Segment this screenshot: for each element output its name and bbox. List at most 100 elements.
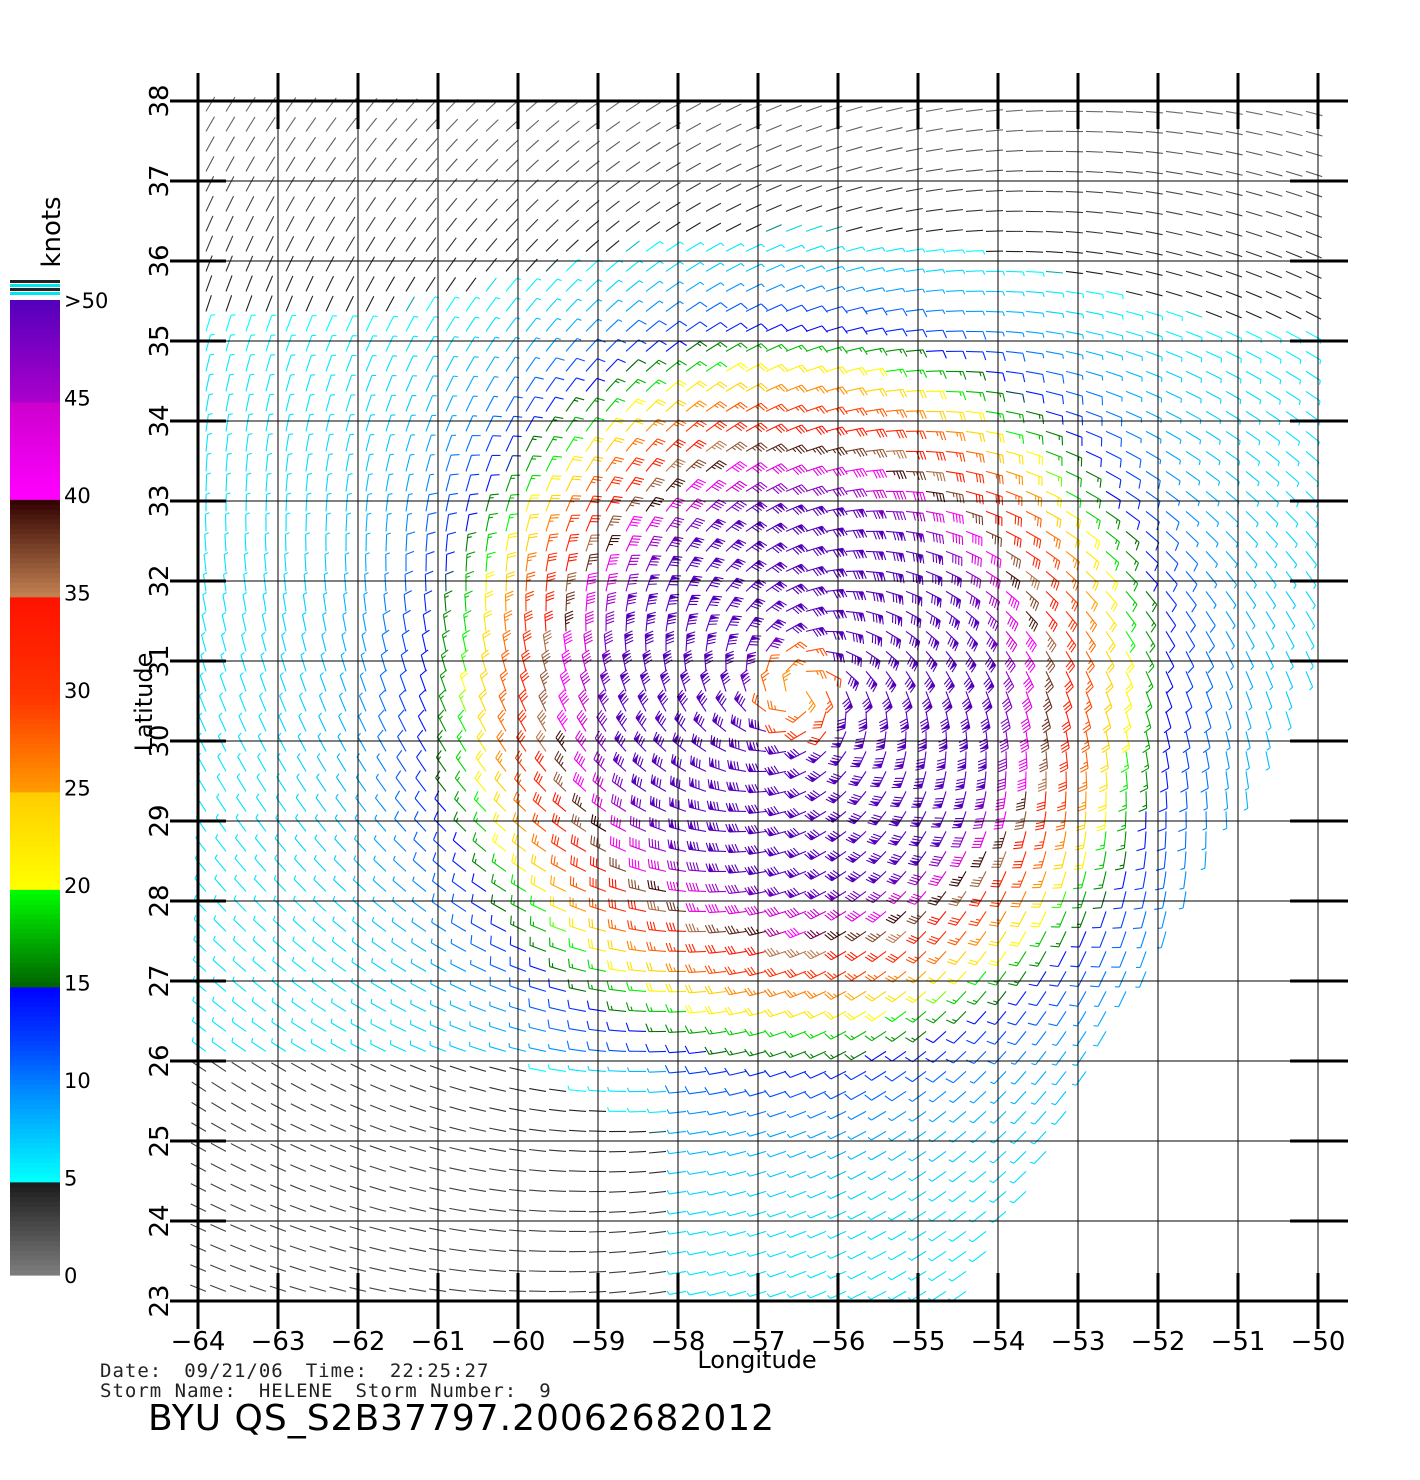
- wind-barb: [1105, 330, 1124, 341]
- wind-barb: [1225, 310, 1242, 319]
- wind-barb: [1017, 771, 1027, 792]
- wind-barb: [1085, 150, 1104, 153]
- wind-barb: [305, 472, 313, 492]
- wind-barb: [1185, 490, 1200, 507]
- wind-barb: [505, 415, 523, 432]
- wind-barb: [685, 478, 707, 492]
- wind-barb: [1245, 450, 1261, 466]
- wind-barb: [223, 552, 229, 572]
- colorbar-slice: [10, 480, 60, 486]
- colorbar-slice: [10, 421, 60, 428]
- wind-barb: [449, 1126, 467, 1132]
- wind-barb: [419, 669, 428, 692]
- wind-barb: [645, 477, 665, 492]
- wind-barb: [470, 914, 487, 932]
- wind-barb: [274, 854, 287, 872]
- wind-barb: [339, 672, 347, 692]
- colorbar-label: 0: [64, 1264, 77, 1288]
- wind-barb: [845, 549, 868, 559]
- wind-barb: [707, 779, 727, 792]
- wind-barb: [545, 278, 562, 292]
- wind-barb: [545, 357, 565, 372]
- wind-barb: [1073, 851, 1087, 870]
- wind-barb: [744, 1028, 767, 1037]
- wind-barb: [1025, 290, 1045, 298]
- wind-barb: [482, 629, 491, 652]
- wind-barb: [265, 216, 275, 232]
- wind-barb: [1025, 450, 1044, 466]
- wind-barb: [1019, 731, 1030, 753]
- wind-barb: [1177, 831, 1187, 852]
- wind-barb: [1125, 490, 1141, 510]
- wind-barb: [605, 417, 625, 432]
- wind-barb: [825, 265, 846, 272]
- wind-barb: [485, 139, 499, 152]
- wind-barb: [605, 319, 623, 332]
- wind-barb: [926, 951, 947, 965]
- wind-barb: [1205, 130, 1223, 135]
- wind-barb: [986, 1031, 1007, 1045]
- wind-barb: [965, 631, 979, 652]
- wind-barb: [804, 1050, 827, 1059]
- wind-barb: [505, 218, 518, 232]
- wind-barb: [645, 1023, 667, 1033]
- wind-barb: [545, 377, 565, 392]
- colorbar-slice: [10, 499, 60, 506]
- wind-barb: [1185, 591, 1197, 613]
- wind-barb: [1122, 711, 1132, 734]
- wind-barb: [606, 980, 627, 992]
- wind-barb: [345, 137, 357, 152]
- colorbar-slice: [10, 300, 60, 306]
- wind-barb: [445, 197, 458, 212]
- wind-barb: [198, 712, 207, 732]
- wind-barb: [705, 557, 725, 572]
- wind-barb: [545, 475, 562, 492]
- wind-barb: [785, 444, 808, 454]
- colorbar-slice: [10, 373, 60, 379]
- wind-barb: [825, 366, 848, 375]
- wind-barb: [1045, 631, 1057, 653]
- wind-barb: [1165, 571, 1178, 592]
- wind-barb: [1265, 210, 1283, 218]
- wind-barb: [1265, 470, 1280, 487]
- wind-barb: [985, 390, 1006, 402]
- wind-barb: [745, 521, 768, 533]
- wind-barb: [265, 176, 275, 192]
- wind-barb: [649, 1170, 667, 1174]
- wind-barb: [1085, 550, 1100, 571]
- wind-barb: [265, 373, 275, 392]
- wind-barb: [950, 831, 967, 848]
- wind-barb: [199, 672, 207, 692]
- wind-barb: [965, 189, 983, 192]
- wind-barb: [705, 103, 722, 112]
- wind-barb: [1058, 771, 1067, 793]
- wind-barb: [379, 669, 388, 692]
- wind-barb: [1125, 510, 1141, 530]
- wind-barb: [489, 1289, 507, 1292]
- wind-barb: [1025, 350, 1045, 359]
- wind-barb: [522, 629, 532, 652]
- wind-barb: [827, 1190, 847, 1200]
- colorbar-slice: [10, 943, 60, 949]
- wind-barb: [925, 450, 946, 461]
- wind-barb: [1031, 891, 1047, 908]
- wind-barb: [1165, 270, 1183, 277]
- wind-barb: [485, 158, 499, 172]
- wind-barb: [285, 512, 291, 532]
- wind-barb: [885, 429, 908, 439]
- wind-barb: [385, 335, 398, 352]
- wind-barb: [725, 103, 742, 112]
- wind-barb: [364, 572, 369, 592]
- wind-barb: [225, 215, 234, 232]
- wind-barb: [745, 143, 762, 152]
- wind-barb: [725, 633, 739, 652]
- wind-barb: [1161, 751, 1170, 773]
- wind-barb: [1265, 270, 1282, 279]
- wind-barb: [1136, 831, 1147, 852]
- wind-barb: [685, 459, 707, 472]
- wind-barb: [928, 1270, 947, 1282]
- wind-barb: [265, 393, 274, 412]
- colorbar-slice: [10, 1182, 60, 1188]
- wind-barb: [804, 868, 827, 880]
- colorbar-slice: [10, 1172, 60, 1179]
